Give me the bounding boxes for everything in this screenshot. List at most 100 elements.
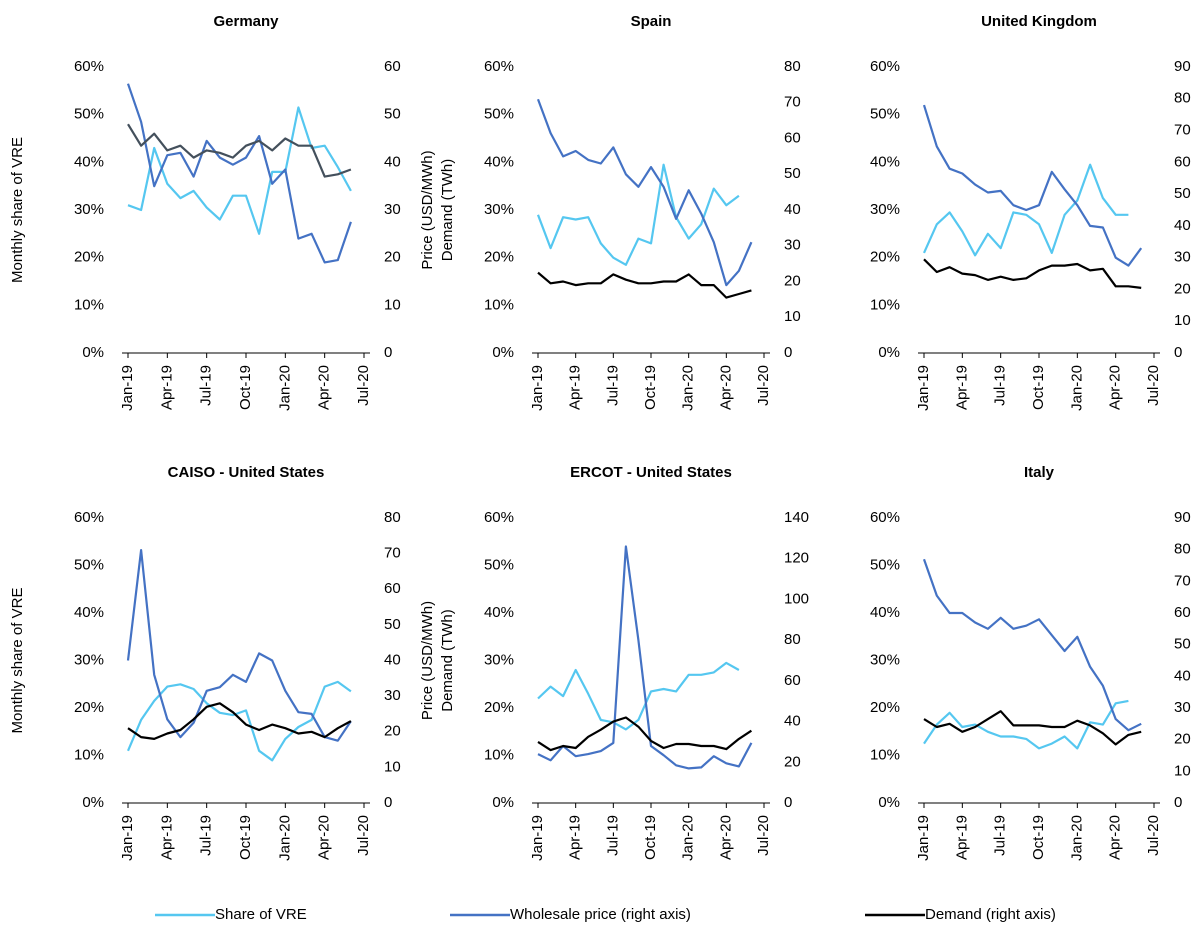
y2-tick-label: 20 bbox=[784, 272, 801, 289]
chart-title: Italy bbox=[1024, 464, 1055, 481]
x-tick-label: Jul-20 bbox=[355, 815, 372, 856]
y-tick-label: 0% bbox=[878, 794, 900, 811]
x-tick-label: Jul-20 bbox=[1145, 365, 1162, 406]
y2-tick-label: 40 bbox=[384, 651, 401, 668]
y-tick-label: 60% bbox=[870, 58, 900, 75]
chart-title: United Kingdom bbox=[981, 13, 1097, 30]
y2-tick-label: 10 bbox=[1174, 762, 1191, 779]
x-tick-label: Oct-19 bbox=[237, 815, 254, 860]
x-tick-label: Apr-20 bbox=[316, 365, 333, 410]
y2-tick-label: 140 bbox=[784, 509, 809, 526]
y-tick-label: 50% bbox=[74, 106, 104, 123]
series-line bbox=[126, 549, 352, 742]
series-line bbox=[537, 545, 753, 770]
series-line bbox=[922, 558, 1142, 732]
chart-title: Spain bbox=[631, 13, 672, 30]
series-line bbox=[127, 702, 352, 740]
series-line bbox=[127, 106, 352, 235]
y2-tick-label: 70 bbox=[784, 94, 801, 111]
y2-tick-label: 10 bbox=[1174, 312, 1191, 329]
y2-tick-label: 60 bbox=[384, 58, 401, 75]
y-tick-label: 0% bbox=[492, 794, 514, 811]
y-tick-label: 10% bbox=[484, 746, 514, 763]
legend-label: Wholesale price (right axis) bbox=[510, 906, 691, 923]
series-line bbox=[126, 680, 352, 762]
x-tick-label: Jan-19 bbox=[119, 365, 136, 411]
y-tick-label: 40% bbox=[484, 153, 514, 170]
chart-title: CAISO - United States bbox=[168, 464, 325, 481]
y-tick-label: 60% bbox=[484, 509, 514, 526]
y-tick-label: 20% bbox=[74, 249, 104, 266]
y-tick-label: 30% bbox=[484, 651, 514, 668]
y2-tick-label: 60 bbox=[784, 672, 801, 689]
y-axis-title: Monthly share of VRE bbox=[9, 137, 26, 283]
y-tick-label: 50% bbox=[870, 106, 900, 123]
y2-tick-label: 50 bbox=[784, 165, 801, 182]
x-tick-label: Jan-19 bbox=[119, 815, 136, 861]
y2-tick-label: 20 bbox=[384, 249, 401, 266]
y-tick-label: 40% bbox=[484, 604, 514, 621]
y2-tick-label: 0 bbox=[784, 794, 792, 811]
y2-tick-label: 40 bbox=[784, 713, 801, 730]
x-tick-label: Oct-19 bbox=[642, 815, 659, 860]
y-tick-label: 60% bbox=[484, 58, 514, 75]
chart-title: ERCOT - United States bbox=[570, 464, 732, 481]
y2-tick-label: 70 bbox=[1174, 572, 1191, 589]
y-tick-label: 40% bbox=[870, 153, 900, 170]
y2-tick-label: 50 bbox=[1174, 185, 1191, 202]
y2-tick-label: 90 bbox=[1174, 58, 1191, 75]
y-tick-label: 0% bbox=[82, 344, 104, 361]
y2-tick-label: 10 bbox=[784, 308, 801, 325]
series-line bbox=[536, 163, 740, 266]
series-line bbox=[537, 661, 740, 731]
series-line bbox=[923, 699, 1129, 750]
y2-tick-label: 100 bbox=[784, 590, 809, 607]
y-tick-label: 0% bbox=[492, 344, 514, 361]
y2-tick-label: 70 bbox=[1174, 122, 1191, 139]
x-tick-label: Jan-20 bbox=[680, 365, 697, 411]
x-tick-label: Jul-19 bbox=[604, 815, 621, 856]
y-tick-label: 50% bbox=[870, 556, 900, 573]
x-tick-label: Jul-20 bbox=[355, 365, 372, 406]
y2-tick-label: 80 bbox=[1174, 90, 1191, 107]
y2-tick-label: 0 bbox=[1174, 344, 1182, 361]
series-line bbox=[537, 716, 753, 752]
y2-tick-label: 20 bbox=[1174, 731, 1191, 748]
y2-tick-label: 10 bbox=[384, 296, 401, 313]
y2-tick-label: 20 bbox=[784, 753, 801, 770]
y-tick-label: 60% bbox=[74, 58, 104, 75]
x-tick-label: Jul-19 bbox=[198, 365, 215, 406]
y-tick-label: 10% bbox=[484, 296, 514, 313]
x-tick-label: Jul-20 bbox=[755, 815, 772, 856]
y2-tick-label: 60 bbox=[1174, 153, 1191, 170]
y2-tick-label: 60 bbox=[784, 129, 801, 146]
y-tick-label: 40% bbox=[74, 153, 104, 170]
y2-tick-label: 40 bbox=[384, 153, 401, 170]
y-tick-label: 10% bbox=[74, 296, 104, 313]
x-tick-label: Jan-20 bbox=[276, 815, 293, 861]
x-tick-label: Oct-19 bbox=[1030, 815, 1047, 860]
x-tick-label: Jul-19 bbox=[198, 815, 215, 856]
x-tick-label: Jul-19 bbox=[992, 365, 1009, 406]
x-tick-label: Apr-20 bbox=[1107, 815, 1124, 860]
series-line bbox=[536, 98, 753, 287]
y-tick-label: 40% bbox=[74, 604, 104, 621]
y2-axis-title: Demand (TWh) bbox=[439, 159, 456, 262]
x-tick-label: Oct-19 bbox=[1030, 365, 1047, 410]
x-tick-label: Apr-20 bbox=[717, 815, 734, 860]
y2-tick-label: 80 bbox=[384, 509, 401, 526]
legend-label: Demand (right axis) bbox=[925, 906, 1056, 923]
y2-tick-label: 40 bbox=[1174, 667, 1191, 684]
y2-tick-label: 60 bbox=[384, 580, 401, 597]
y2-tick-label: 50 bbox=[1174, 636, 1191, 653]
series-line bbox=[923, 710, 1142, 746]
y2-tick-label: 30 bbox=[384, 201, 401, 218]
x-tick-label: Oct-19 bbox=[237, 365, 254, 410]
legend-label: Share of VRE bbox=[215, 906, 307, 923]
series-line bbox=[126, 83, 352, 264]
x-tick-label: Apr-19 bbox=[567, 815, 584, 860]
y2-tick-label: 0 bbox=[384, 794, 392, 811]
y-tick-label: 20% bbox=[484, 699, 514, 716]
x-tick-label: Jan-20 bbox=[1068, 815, 1085, 861]
